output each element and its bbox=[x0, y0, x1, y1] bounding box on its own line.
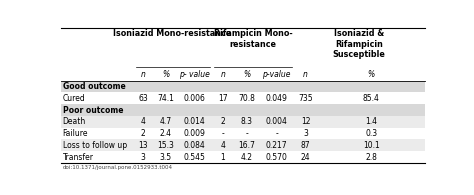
Text: 0.004: 0.004 bbox=[265, 117, 288, 126]
Text: n: n bbox=[140, 70, 146, 79]
Text: 17: 17 bbox=[218, 94, 228, 103]
Text: 4.2: 4.2 bbox=[241, 153, 253, 162]
Text: doi:10.1371/journal.pone.0152933.t004: doi:10.1371/journal.pone.0152933.t004 bbox=[63, 165, 173, 170]
Text: n: n bbox=[220, 70, 225, 79]
Text: 70.8: 70.8 bbox=[238, 94, 255, 103]
Text: n: n bbox=[303, 70, 308, 79]
Text: 3: 3 bbox=[140, 153, 146, 162]
Text: %: % bbox=[243, 70, 250, 79]
Text: 85.4: 85.4 bbox=[363, 94, 380, 103]
Text: 4: 4 bbox=[220, 141, 225, 150]
Bar bbox=[61, 92, 425, 104]
Text: 0.570: 0.570 bbox=[265, 153, 288, 162]
Text: 3.5: 3.5 bbox=[160, 153, 172, 162]
Text: 0.009: 0.009 bbox=[184, 129, 206, 138]
Text: 13: 13 bbox=[138, 141, 148, 150]
Text: 2: 2 bbox=[140, 129, 146, 138]
Text: Transfer: Transfer bbox=[63, 153, 93, 162]
Text: Poor outcome: Poor outcome bbox=[63, 105, 123, 114]
Text: Death: Death bbox=[63, 117, 86, 126]
Bar bbox=[61, 151, 425, 163]
Text: %: % bbox=[162, 70, 169, 79]
Bar bbox=[61, 104, 425, 116]
Text: 4.7: 4.7 bbox=[160, 117, 172, 126]
Text: 735: 735 bbox=[298, 94, 313, 103]
Text: Good outcome: Good outcome bbox=[63, 82, 125, 91]
Text: Failure: Failure bbox=[63, 129, 88, 138]
Text: -: - bbox=[221, 129, 224, 138]
Text: Isoniazid Mono-resistance: Isoniazid Mono-resistance bbox=[113, 29, 231, 38]
Text: 10.1: 10.1 bbox=[363, 141, 380, 150]
Text: Isoniazid &
Rifampicin
Susceptible: Isoniazid & Rifampicin Susceptible bbox=[333, 29, 386, 59]
Text: 1: 1 bbox=[220, 153, 225, 162]
Text: 2: 2 bbox=[220, 117, 225, 126]
Text: 74.1: 74.1 bbox=[157, 94, 174, 103]
Text: Cured: Cured bbox=[63, 94, 85, 103]
Text: 12: 12 bbox=[301, 117, 310, 126]
Bar bbox=[61, 128, 425, 139]
Text: Rifampicin Mono-
resistance: Rifampicin Mono- resistance bbox=[214, 29, 292, 49]
Text: %: % bbox=[367, 70, 375, 79]
Text: -: - bbox=[245, 129, 248, 138]
Text: 8.3: 8.3 bbox=[241, 117, 253, 126]
Text: 87: 87 bbox=[301, 141, 310, 150]
Text: p-value: p-value bbox=[262, 70, 291, 79]
Text: 15.3: 15.3 bbox=[157, 141, 174, 150]
Text: 0.217: 0.217 bbox=[266, 141, 287, 150]
Text: 2.4: 2.4 bbox=[160, 129, 172, 138]
Text: 2.8: 2.8 bbox=[365, 153, 377, 162]
Text: p- value: p- value bbox=[179, 70, 210, 79]
Text: Loss to follow up: Loss to follow up bbox=[63, 141, 127, 150]
Text: 0.545: 0.545 bbox=[184, 153, 206, 162]
Text: 16.7: 16.7 bbox=[238, 141, 255, 150]
Text: 0.006: 0.006 bbox=[184, 94, 206, 103]
Bar bbox=[61, 81, 425, 92]
Bar bbox=[61, 116, 425, 128]
Text: 4: 4 bbox=[140, 117, 146, 126]
Text: 0.084: 0.084 bbox=[184, 141, 206, 150]
Text: 0.014: 0.014 bbox=[184, 117, 206, 126]
Text: -: - bbox=[275, 129, 278, 138]
Text: 24: 24 bbox=[301, 153, 310, 162]
Text: 3: 3 bbox=[303, 129, 308, 138]
Text: 0.049: 0.049 bbox=[265, 94, 288, 103]
Text: 1.4: 1.4 bbox=[365, 117, 377, 126]
Text: 63: 63 bbox=[138, 94, 148, 103]
Bar bbox=[61, 139, 425, 151]
Text: 0.3: 0.3 bbox=[365, 129, 377, 138]
